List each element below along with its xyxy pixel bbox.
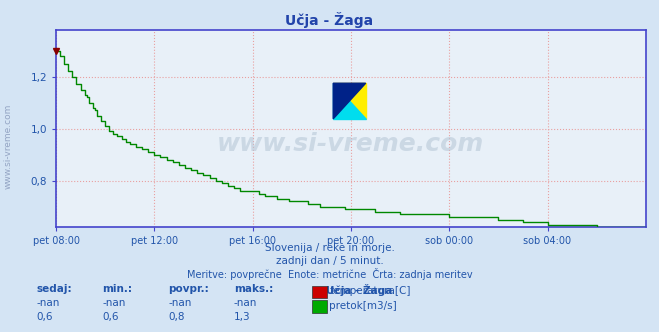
Text: -nan: -nan [36, 298, 59, 308]
Text: -nan: -nan [234, 298, 257, 308]
Polygon shape [333, 83, 366, 119]
Text: Učja - Žaga: Učja - Žaga [326, 284, 393, 296]
Text: povpr.:: povpr.: [168, 284, 209, 294]
Text: pretok[m3/s]: pretok[m3/s] [330, 301, 397, 311]
Text: 0,6: 0,6 [102, 312, 119, 322]
Text: 0,8: 0,8 [168, 312, 185, 322]
Text: Meritve: povprečne  Enote: metrične  Črta: zadnja meritev: Meritve: povprečne Enote: metrične Črta:… [186, 268, 473, 280]
Text: 0,6: 0,6 [36, 312, 53, 322]
Text: www.si-vreme.com: www.si-vreme.com [3, 103, 13, 189]
Text: Učja - Žaga: Učja - Žaga [285, 12, 374, 28]
Text: sedaj:: sedaj: [36, 284, 72, 294]
Text: min.:: min.: [102, 284, 132, 294]
Text: zadnji dan / 5 minut.: zadnji dan / 5 minut. [275, 256, 384, 266]
Text: Slovenija / reke in morje.: Slovenija / reke in morje. [264, 243, 395, 253]
Text: maks.:: maks.: [234, 284, 273, 294]
Polygon shape [333, 83, 366, 119]
Polygon shape [333, 83, 366, 119]
Text: -nan: -nan [102, 298, 125, 308]
Text: temperatura[C]: temperatura[C] [330, 287, 411, 296]
Text: -nan: -nan [168, 298, 191, 308]
Text: 1,3: 1,3 [234, 312, 250, 322]
Text: www.si-vreme.com: www.si-vreme.com [217, 132, 484, 156]
